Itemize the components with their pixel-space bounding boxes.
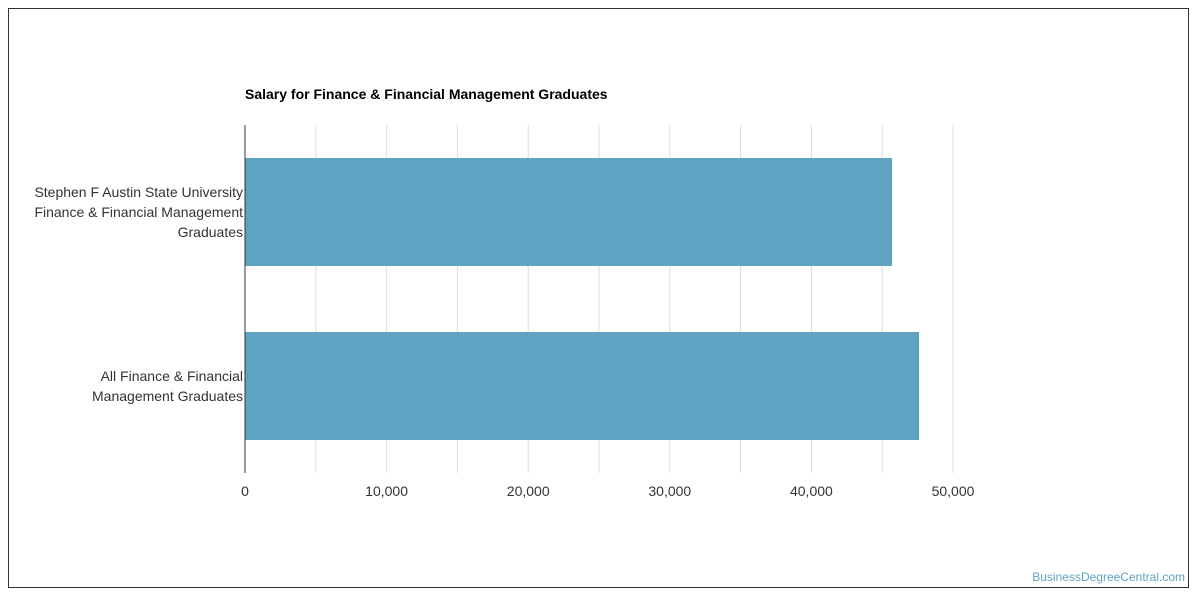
watermark-link[interactable]: BusinessDegreeCentral.com [1032, 570, 1185, 584]
bars [245, 158, 920, 440]
bar-1 [245, 158, 893, 266]
category-label: All Finance & Financial [101, 368, 243, 384]
x-axis-tick-labels: 0 10,000 20,000 30,000 40,000 50,000 [241, 483, 975, 499]
x-tick-label: 20,000 [507, 483, 550, 499]
category-label: Stephen F Austin State University [34, 184, 243, 200]
x-tick-label: 10,000 [365, 483, 408, 499]
category-label: Graduates [178, 224, 243, 240]
x-tick-label: 0 [241, 483, 249, 499]
category-label: Management Graduates [92, 388, 243, 404]
chart-title: Salary for Finance & Financial Managemen… [245, 86, 608, 102]
x-tick-label: 50,000 [932, 483, 975, 499]
category-labels: Stephen F Austin State University Finance… [34, 184, 243, 404]
x-tick-label: 40,000 [790, 483, 833, 499]
x-tick-label: 30,000 [648, 483, 691, 499]
category-label: Finance & Financial Management [34, 204, 243, 220]
bar-2 [245, 332, 920, 440]
